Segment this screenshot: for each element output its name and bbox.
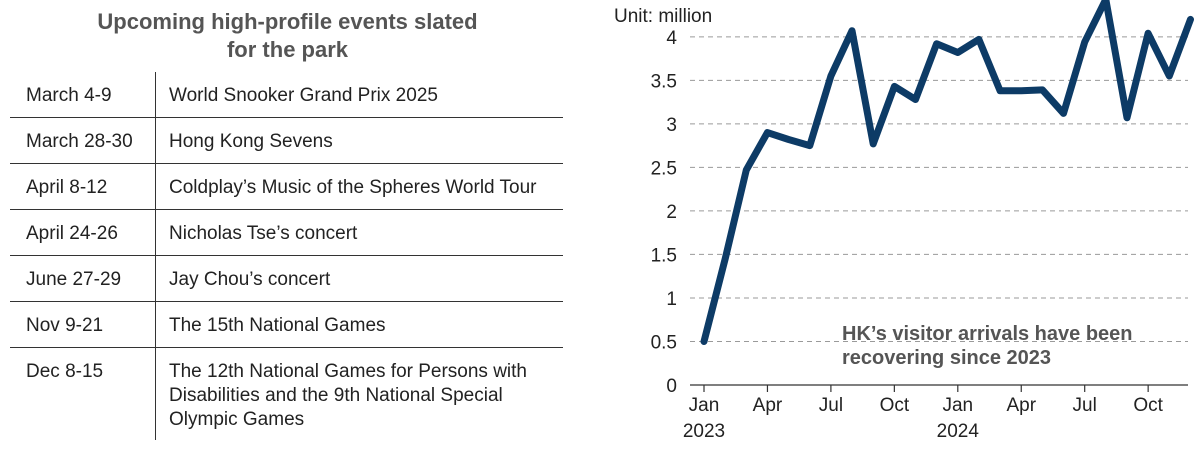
table-title-line2: for the park [226,37,349,62]
event-date: April 8-12 [26,177,108,198]
x-tick-label: Apr [1006,395,1036,416]
x-tick-label: Oct [880,395,910,416]
x-tick-label: Jul [819,395,843,416]
y-tick-label: 1.5 [651,245,677,266]
table-row: April 24-26 Nicholas Tse’s concert [10,210,563,256]
event-name: Nicholas Tse’s concert [169,223,358,244]
x-tick-year-label: 2024 [937,421,980,442]
events-table: March 4-9 World Snooker Grand Prix 2025 … [10,72,563,440]
event-name: Coldplay’s Music of the Spheres World To… [169,177,537,198]
event-date: Nov 9-21 [26,315,104,336]
event-name: The 12th National Games for Persons with… [169,361,528,430]
event-name: Hong Kong Sevens [169,131,333,152]
annotation-line1: HK’s visitor arrivals have been [842,323,1133,345]
y-tick-label: 0.5 [651,332,677,353]
x-tick-label: Oct [1133,395,1163,416]
unit-label: Unit: million [614,6,712,27]
table-title: Upcoming high-profile events slated for … [10,8,565,64]
event-name: World Snooker Grand Prix 2025 [169,85,438,106]
y-tick-label: 4 [666,28,677,49]
events-table-panel: Upcoming high-profile events slated for … [10,0,565,452]
line-chart-svg: Unit: million 0 0.5 1 1.5 2 2.5 3 3.5 4 Jan 2023 A… [614,0,1194,442]
annotation-line2: recovering since 2023 [842,347,1051,369]
table-row: March 4-9 World Snooker Grand Prix 2025 [10,72,563,118]
x-tick-label: Jul [1073,395,1097,416]
event-date: June 27-29 [26,269,122,290]
table-row: Nov 9-21 The 15th National Games [10,302,563,348]
visitor-arrivals-chart: Unit: million 0 0.5 1 1.5 2 2.5 3 3.5 4 Jan 2023 A… [600,0,1198,452]
event-date: March 4-9 [26,85,112,106]
table-row: Dec 8-15 The 12th National Games for Per… [10,348,563,440]
y-tick-label: 3.5 [651,71,677,92]
y-tick-label: 3 [666,115,677,136]
y-tick-label: 2.5 [651,158,677,179]
table-row: June 27-29 Jay Chou’s concert [10,256,563,302]
table-row: March 28-30 Hong Kong Sevens [10,118,563,164]
event-name: The 15th National Games [169,315,386,336]
y-tick-label: 2 [666,202,677,223]
event-date: April 24-26 [26,223,118,244]
y-tick-label: 1 [666,289,677,310]
visitor-arrivals-line [700,0,1194,345]
x-tick-label: Apr [753,395,783,416]
x-tick-label: Jan [689,395,720,416]
x-tick-label: Jan [942,395,973,416]
table-title-line1: Upcoming high-profile events slated [97,9,478,34]
y-tick-label: 0 [666,376,677,397]
event-name: Jay Chou’s concert [169,269,331,290]
table-row: April 8-12 Coldplay’s Music of the Spher… [10,164,563,210]
event-date: Dec 8-15 [26,361,104,382]
x-tick-year-label: 2023 [683,421,725,442]
event-date: March 28-30 [26,131,133,152]
